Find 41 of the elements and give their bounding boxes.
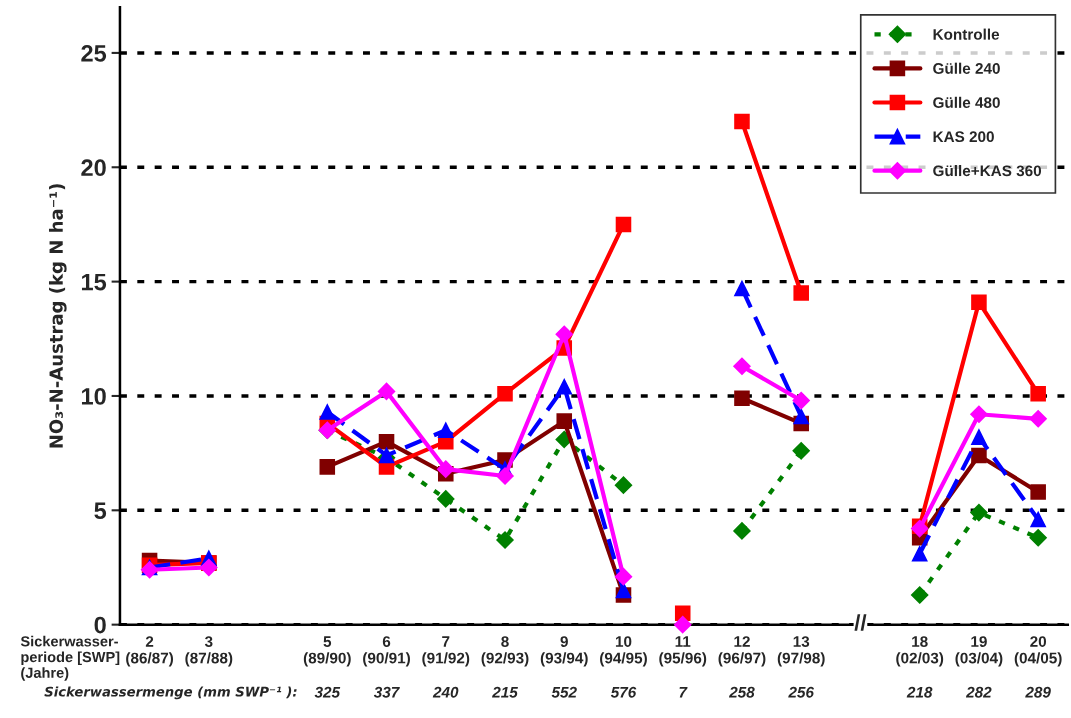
x-axis-title: Sickerwasser- periode [SWP] (Jahre) bbox=[20, 635, 120, 681]
text: 325 bbox=[314, 686, 341, 698]
x-tick-label: 20 (04/05) bbox=[1014, 636, 1062, 667]
x-tick-label: 12 (96/97) bbox=[718, 636, 766, 667]
legend-label: Gülle+KAS 360 bbox=[933, 164, 1042, 177]
y-tick-label: 5 bbox=[94, 502, 107, 520]
text: 258 bbox=[728, 686, 755, 698]
text: 7 bbox=[679, 686, 688, 698]
y-tick-label: 10 bbox=[81, 388, 106, 405]
text: 289 bbox=[1025, 686, 1051, 698]
text: 576 bbox=[610, 686, 637, 698]
text: 215 bbox=[492, 686, 518, 698]
x-tick-label: 3 (87/88) bbox=[185, 636, 233, 667]
y-axis-title: NO₃-N-Austrag (kg N ha⁻¹) bbox=[48, 184, 67, 448]
text: 240 bbox=[432, 686, 459, 698]
y-tick-label: 25 bbox=[81, 44, 107, 62]
x-tick-label: 7 (91/92) bbox=[422, 636, 470, 667]
text: 337 bbox=[373, 686, 400, 698]
x-tick-label: 9 (93/94) bbox=[540, 636, 588, 667]
x-tick-label: 2 (86/87) bbox=[126, 636, 174, 667]
text: 256 bbox=[788, 686, 815, 698]
text: 282 bbox=[965, 686, 992, 698]
x-tick-label: 11 (95/96) bbox=[659, 636, 707, 667]
legend-label: Gülle 240 bbox=[933, 62, 1000, 74]
legend-label: Gülle 480 bbox=[933, 96, 1000, 108]
x-tick-label: 6 (90/91) bbox=[363, 636, 410, 667]
legend-label: KAS 200 bbox=[933, 131, 994, 143]
y-tick-label: 0 bbox=[94, 616, 106, 634]
x-tick-label: 5 (89/90) bbox=[303, 636, 351, 667]
legend-label: Kontrolle bbox=[933, 28, 1000, 40]
text: 552 bbox=[551, 686, 577, 698]
annotation: // bbox=[854, 614, 867, 631]
x-tick-label: 10 (94/95) bbox=[600, 636, 647, 667]
x-tick-label: 13 (97/98) bbox=[777, 636, 825, 667]
y-tick-label: 20 bbox=[81, 159, 106, 177]
text: Sickerwassermenge (mm SWP⁻¹ ): bbox=[44, 686, 297, 700]
x-tick-label: 19 (03/04) bbox=[955, 636, 1003, 667]
text: 218 bbox=[906, 686, 933, 698]
x-tick-label: 18 (02/03) bbox=[896, 636, 944, 667]
x-tick-label: 8 (92/93) bbox=[481, 636, 529, 667]
y-tick-label: 15 bbox=[81, 273, 107, 291]
